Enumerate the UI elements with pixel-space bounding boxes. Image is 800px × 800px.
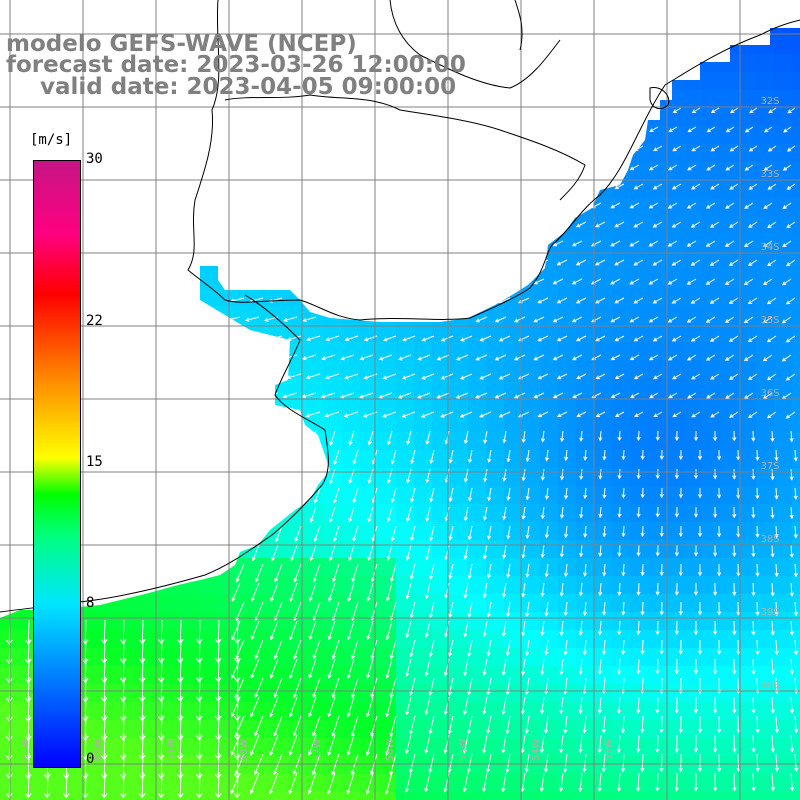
lat-label-35S: 35S: [760, 315, 779, 326]
lat-label-32S: 32S: [760, 96, 779, 107]
legend-units: [m/s]: [30, 132, 73, 148]
model-title: modelo GEFS-WAVE (NCEP): [6, 31, 357, 57]
lon-label-58W: 58W: [239, 739, 250, 762]
wind-vectors: [5, 107, 799, 799]
lon-label-59W: 59W: [166, 739, 177, 762]
lon-label-56W: 56W: [385, 739, 396, 762]
colorbar-tick-15: 15: [86, 454, 103, 470]
colorbar-tick-0: 0: [86, 751, 95, 767]
lon-label-53W: 53W: [604, 739, 615, 762]
coastline: [0, 0, 800, 613]
colorbar: [33, 160, 81, 768]
colorbar-tick-30: 30: [86, 151, 103, 167]
lat-label-38S: 38S: [760, 534, 779, 545]
lon-label-61W: 61W: [20, 739, 31, 762]
lat-label-40S: 40S: [760, 680, 779, 691]
colorbar-tick-8: 8: [86, 595, 95, 612]
colorbar-tick-22: 22: [86, 312, 103, 329]
lat-label-39S: 39S: [760, 607, 779, 618]
lat-label-34S: 34S: [760, 242, 779, 253]
longitude-labels: 61W 60W 59W 58W 57W 56W 55W 54W 53W: [20, 739, 615, 762]
latitude-labels: 32S 33S 34S 35S 36S 37S 38S 39S 40S: [760, 96, 779, 691]
lon-label-57W: 57W: [312, 739, 323, 762]
lon-label-54W: 54W: [531, 739, 542, 762]
lat-label-37S: 37S: [760, 461, 779, 472]
land-mask: [0, 0, 800, 618]
forecast-date: forecast date: 2023-03-26 12:00:00: [6, 52, 466, 78]
valid-date: valid date: 2023-04-05 09:00:00: [40, 74, 457, 100]
lat-label-36S: 36S: [760, 388, 779, 399]
lon-label-55W: 55W: [458, 739, 469, 762]
lon-label-60W: 60W: [93, 739, 104, 762]
lat-label-33S: 33S: [760, 169, 779, 180]
